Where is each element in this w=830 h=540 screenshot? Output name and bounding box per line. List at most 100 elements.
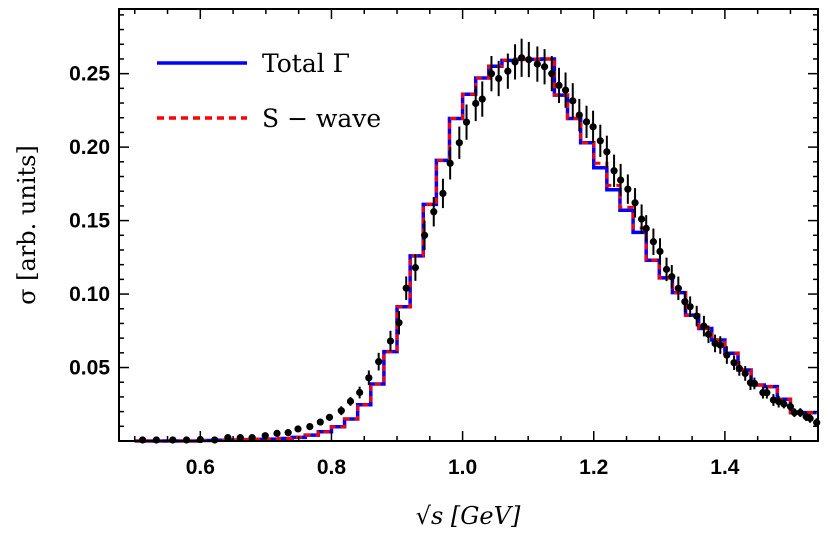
data-marker [750,379,758,387]
data-marker [631,199,639,207]
data-point [273,429,281,437]
data-point [139,436,147,444]
data-marker [462,118,471,126]
data-marker [681,298,689,306]
data-marker [780,400,788,408]
data-marker [375,358,383,366]
data-point [284,429,292,437]
data-marker [365,374,373,382]
data-marker [603,148,611,156]
data-point [152,436,160,444]
y-tick-label: 0.10 [69,283,110,306]
data-point [420,220,429,250]
data-marker [306,423,314,431]
data-point [224,434,232,442]
data-point [569,83,577,119]
data-marker [674,284,682,292]
x-tick-label: 1.4 [710,456,740,479]
data-marker [561,86,570,94]
data-point [763,386,771,399]
plot-marks [134,38,821,444]
y-tick-label: 0.20 [69,136,110,159]
data-marker [248,434,256,442]
data-marker [346,397,355,405]
data-point [693,305,701,327]
data-point [596,124,604,157]
data-marker [446,159,454,167]
data-marker [224,434,232,442]
data-marker [686,303,694,311]
data-point [236,434,244,442]
data-point [704,325,713,344]
data-point [716,336,724,354]
y-tick-label: 0.15 [69,210,110,233]
x-tick-label: 0.8 [317,456,347,479]
data-marker [455,139,463,147]
data-point [325,413,334,421]
y-tick-label: 0.05 [69,357,110,380]
data-marker [182,436,191,444]
data-marker [610,167,618,175]
data-point [395,310,403,335]
data-point [686,296,694,317]
data-point [610,154,618,187]
data-point [169,436,177,444]
data-marker [624,185,632,193]
data-point [316,418,324,426]
data-marker [430,208,438,216]
data-point [462,104,471,140]
data-point [624,174,632,204]
data-marker [730,359,738,367]
data-marker [152,436,160,444]
data-point [656,238,664,265]
data-point [790,408,798,418]
data-point [668,264,676,289]
data-marker [439,189,447,198]
data-point [806,413,814,423]
data-point [306,423,314,431]
axis-ticks: 0.6 0.8 1.0 1.2 1.4 0.05 0.10 0.15 0.20 0.25 [69,9,818,479]
data-point [674,276,682,301]
data-marker [211,436,219,444]
data-point [786,402,795,412]
data-marker [294,425,302,433]
data-marker [617,176,625,184]
data-point [750,377,758,390]
data-point [741,366,749,381]
data-marker [495,74,503,83]
data-point [638,204,646,234]
data-point [681,291,689,312]
data-marker [511,58,519,66]
data-point [402,276,410,300]
data-marker [735,364,743,373]
y-tick-label: 0.25 [69,63,110,86]
data-marker [386,337,395,345]
data-marker [472,99,480,108]
legend-label-total: Total Γ [262,49,350,78]
data-point [662,257,671,282]
data-marker [596,137,604,145]
data-point [411,254,419,281]
data-marker [813,419,821,427]
data-marker [236,434,244,442]
data-marker [638,215,646,223]
data-marker [716,341,724,349]
data-marker [540,63,549,71]
data-point [631,188,639,218]
data-marker [569,97,577,105]
data-marker [786,403,795,411]
data-point [511,44,519,80]
legend: Total Γ S − wave [157,49,381,133]
data-marker [796,409,804,417]
data-point [346,396,355,406]
data-marker [284,429,292,437]
data-point [575,98,583,132]
data-point [700,315,708,337]
x-tick-label: 0.6 [186,456,215,479]
data-marker [649,238,658,246]
data-marker [662,265,671,273]
data-point [518,38,526,77]
data-point [375,352,383,371]
s-wave-histogram [134,57,817,443]
